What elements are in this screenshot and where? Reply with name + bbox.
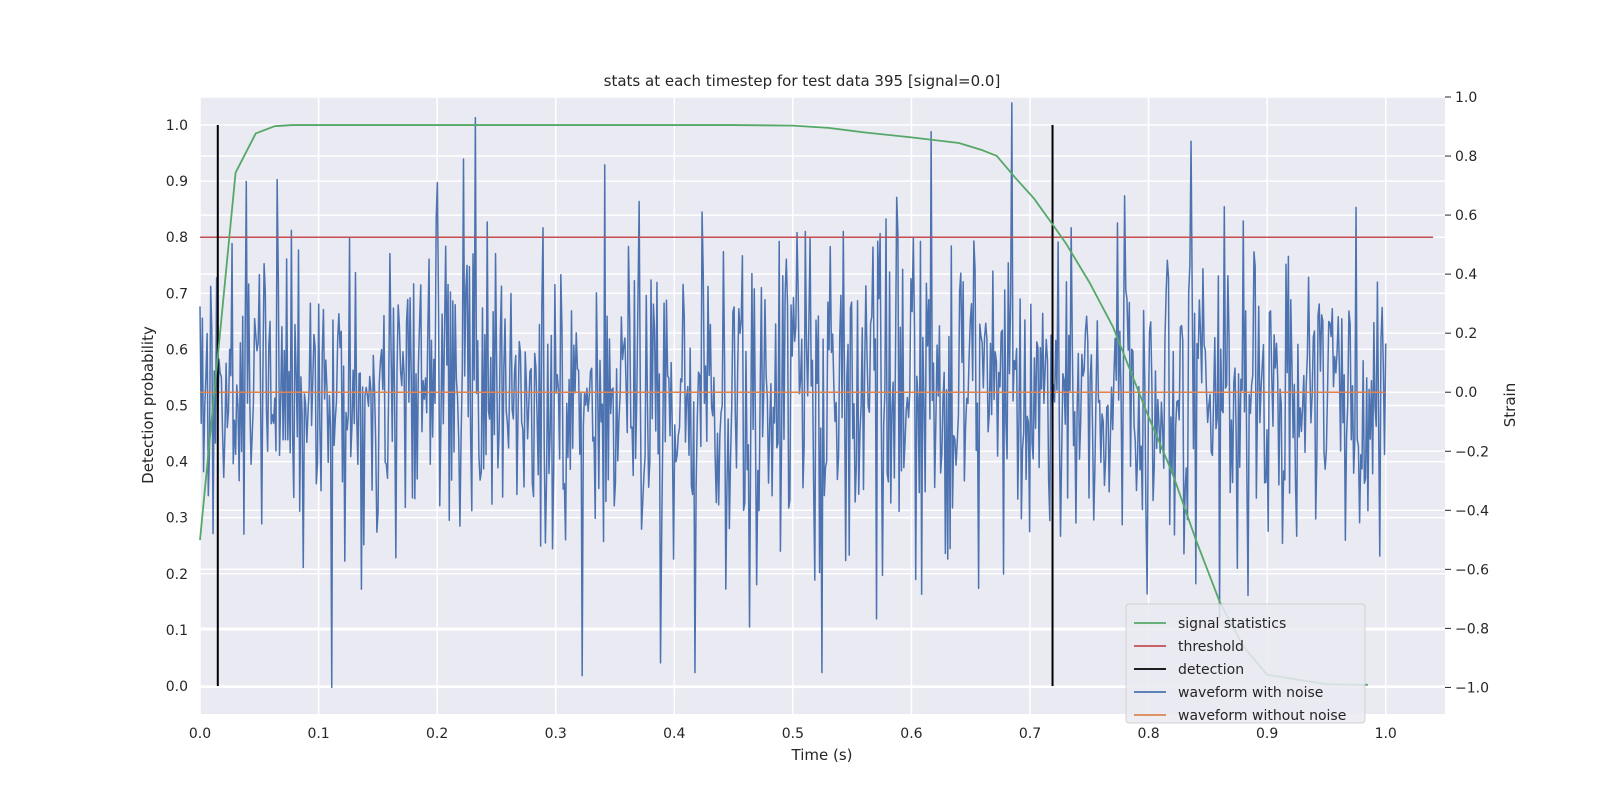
y2-tick-label: −0.6 <box>1455 562 1489 578</box>
legend-label: signal statistics <box>1178 616 1286 632</box>
x-tick-label: 0.8 <box>1137 726 1159 742</box>
series-waveform-with-noise <box>199 102 1387 689</box>
y2-tick-label: 0.2 <box>1455 326 1477 342</box>
x-tick-label: 0.9 <box>1256 726 1278 742</box>
y-axis-label: Detection probability <box>139 326 157 484</box>
x-tick-label: 0.6 <box>900 726 922 742</box>
series-layer <box>199 102 1434 689</box>
legend-label: waveform without noise <box>1178 708 1346 724</box>
y-tick-label: 0.0 <box>166 679 188 695</box>
x-tick-labels: 0.0 0.1 0.2 0.3 0.4 0.5 0.6 0.7 0.8 0.9 1.0 <box>189 726 1397 742</box>
x-tick-label: 0.3 <box>545 726 567 742</box>
x-tick-label: 0.7 <box>1019 726 1041 742</box>
series-signal-statistics <box>199 124 1368 686</box>
y-tick-label: 0.1 <box>166 623 188 639</box>
y2-tick-label: −0.8 <box>1455 621 1489 637</box>
x-tick-label: 0.5 <box>782 726 804 742</box>
y2-tick-labels: 1.0 0.8 0.6 0.4 0.2 0.0 −0.2 −0.4 −0.6 −0.8 −1.0 <box>1445 90 1489 696</box>
y2-axis-label: Strain <box>1501 383 1519 427</box>
y-tick-label: 0.7 <box>166 286 188 302</box>
y-tick-label: 0.6 <box>166 342 188 358</box>
y2-tick-label: −0.4 <box>1455 503 1489 519</box>
x-tick-label: 0.4 <box>663 726 685 742</box>
y-tick-label: 0.5 <box>166 399 188 415</box>
x-axis-label: Time (s) <box>791 746 853 764</box>
y2-tick-label: 0.4 <box>1455 267 1477 283</box>
y2-tick-label: 0.0 <box>1455 385 1477 401</box>
y2-tick-label: −1.0 <box>1455 680 1489 696</box>
legend-label: waveform with noise <box>1178 685 1323 701</box>
y-tick-labels: 0.0 0.1 0.2 0.3 0.4 0.5 0.6 0.7 0.8 0.9 1.0 <box>166 118 188 695</box>
y2-tick-label: 0.8 <box>1455 149 1477 165</box>
y-tick-label: 0.8 <box>166 230 188 246</box>
y2-tick-label: 1.0 <box>1455 90 1477 106</box>
y2-tick-label: 0.6 <box>1455 208 1477 224</box>
legend: signal statistics threshold detection wavef… <box>1125 603 1366 724</box>
x-tick-label: 0.0 <box>189 726 211 742</box>
x-tick-label: 1.0 <box>1375 726 1397 742</box>
legend-label: detection <box>1178 662 1244 678</box>
y-tick-label: 1.0 <box>166 118 188 134</box>
y-tick-label: 0.9 <box>166 174 188 190</box>
legend-box <box>1125 603 1366 724</box>
y2-tick-label: −0.2 <box>1455 444 1489 460</box>
y-tick-label: 0.3 <box>166 511 188 527</box>
x-tick-label: 0.2 <box>426 726 448 742</box>
x-tick-label: 0.1 <box>307 726 329 742</box>
chart-title: stats at each timestep for test data 395… <box>604 72 1001 90</box>
y-tick-label: 0.4 <box>166 455 188 471</box>
legend-label: threshold <box>1178 639 1244 655</box>
y-tick-label: 0.2 <box>166 567 188 583</box>
